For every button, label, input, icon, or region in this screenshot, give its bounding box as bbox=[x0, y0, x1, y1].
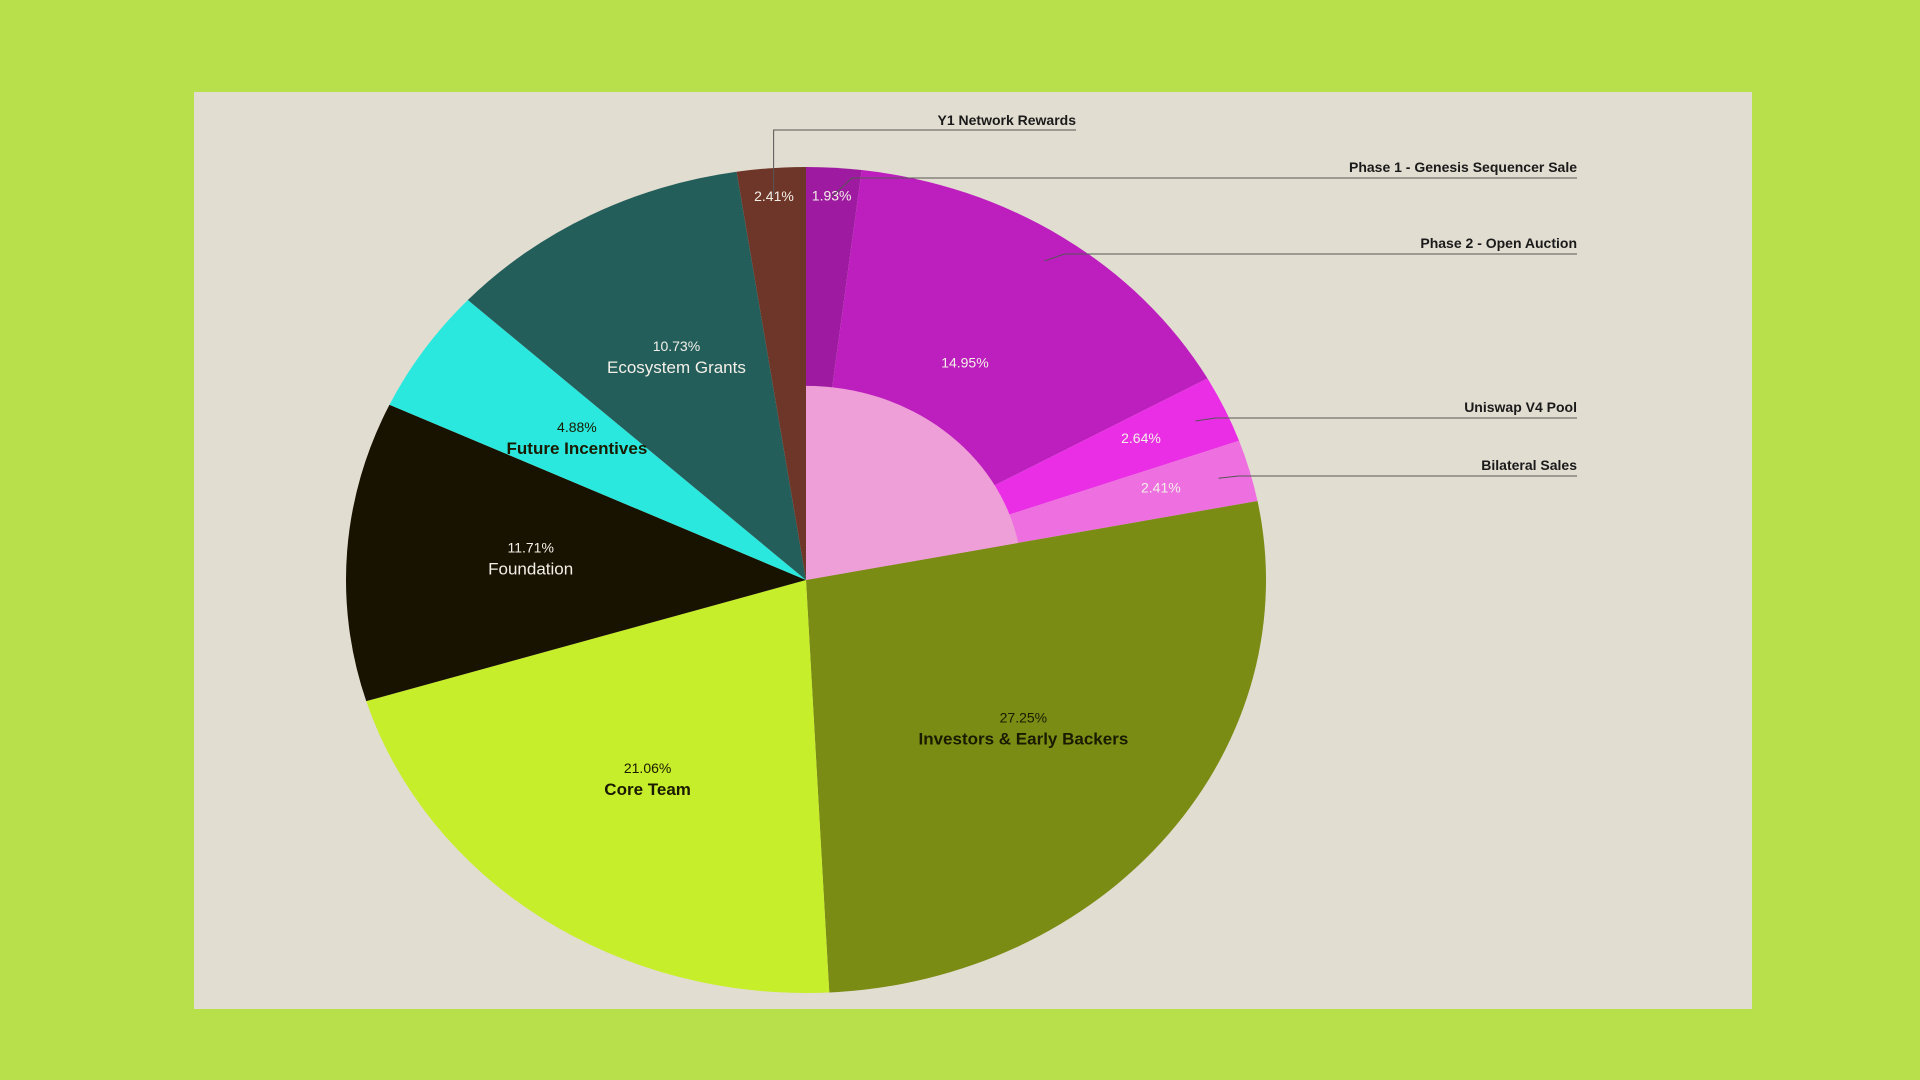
value-label-core-team: 21.06% bbox=[624, 760, 671, 776]
slice-y1-network-rewards bbox=[736, 167, 806, 580]
callout-label-y1-network-rewards: Y1 Network Rewards bbox=[938, 112, 1077, 128]
callout-label-bilateral-sales: Bilateral Sales bbox=[1481, 457, 1577, 473]
value-label-bilateral-sales: 2.41% bbox=[1141, 479, 1181, 495]
value-label-future-incentives: 4.88% bbox=[557, 419, 597, 435]
name-label-ecosystem-grants: Ecosystem Grants bbox=[607, 358, 746, 377]
slice-foundation bbox=[345, 404, 806, 702]
slice-future-incentives bbox=[389, 300, 806, 580]
value-label-phase-2-open-auction: 14.95% bbox=[941, 354, 988, 370]
slice-ecosystem-grants bbox=[467, 171, 806, 580]
value-label-foundation: 11.71% bbox=[507, 540, 553, 556]
name-label-future-incentives: Future Incentives bbox=[507, 439, 648, 458]
callout-label-phase-2-open-auction: Phase 2 - Open Auction bbox=[1420, 235, 1577, 251]
callout-line-phase-1-genesis-sequencer-sale bbox=[831, 177, 1577, 197]
slice-core-team bbox=[366, 580, 830, 993]
callout-label-uniswap-v4-pool: Uniswap V4 Pool bbox=[1464, 399, 1577, 415]
name-label-investors-early-backers: Investors & Early Backers bbox=[918, 730, 1128, 749]
callout-line-phase-2-open-auction bbox=[1044, 253, 1577, 262]
pie-inner-highlight bbox=[806, 385, 1019, 580]
value-label-uniswap-v4-pool: 2.64% bbox=[1121, 430, 1161, 446]
callout-line-bilateral-sales bbox=[1218, 475, 1577, 479]
callout-line-y1-network-rewards bbox=[773, 129, 1076, 198]
value-label-phase-1-genesis-sequencer-sale: 1.93% bbox=[812, 188, 852, 204]
callout-label-phase-1-genesis-sequencer-sale: Phase 1 - Genesis Sequencer Sale bbox=[1349, 159, 1577, 175]
pie-labels: 1.93% 14.95% 2.64% 2.41% 27.25% Investors & E… bbox=[488, 188, 1181, 799]
value-label-ecosystem-grants: 10.73% bbox=[653, 338, 700, 354]
name-label-core-team: Core Team bbox=[604, 780, 691, 799]
callout-line-uniswap-v4-pool bbox=[1195, 417, 1577, 422]
value-label-investors-early-backers: 27.25% bbox=[1000, 710, 1047, 726]
slice-investors-early-backers bbox=[806, 500, 1266, 993]
name-label-foundation: Foundation bbox=[488, 560, 573, 579]
pie-callouts: Phase 1 - Genesis Sequencer Sale Phase 2 … bbox=[773, 112, 1577, 479]
